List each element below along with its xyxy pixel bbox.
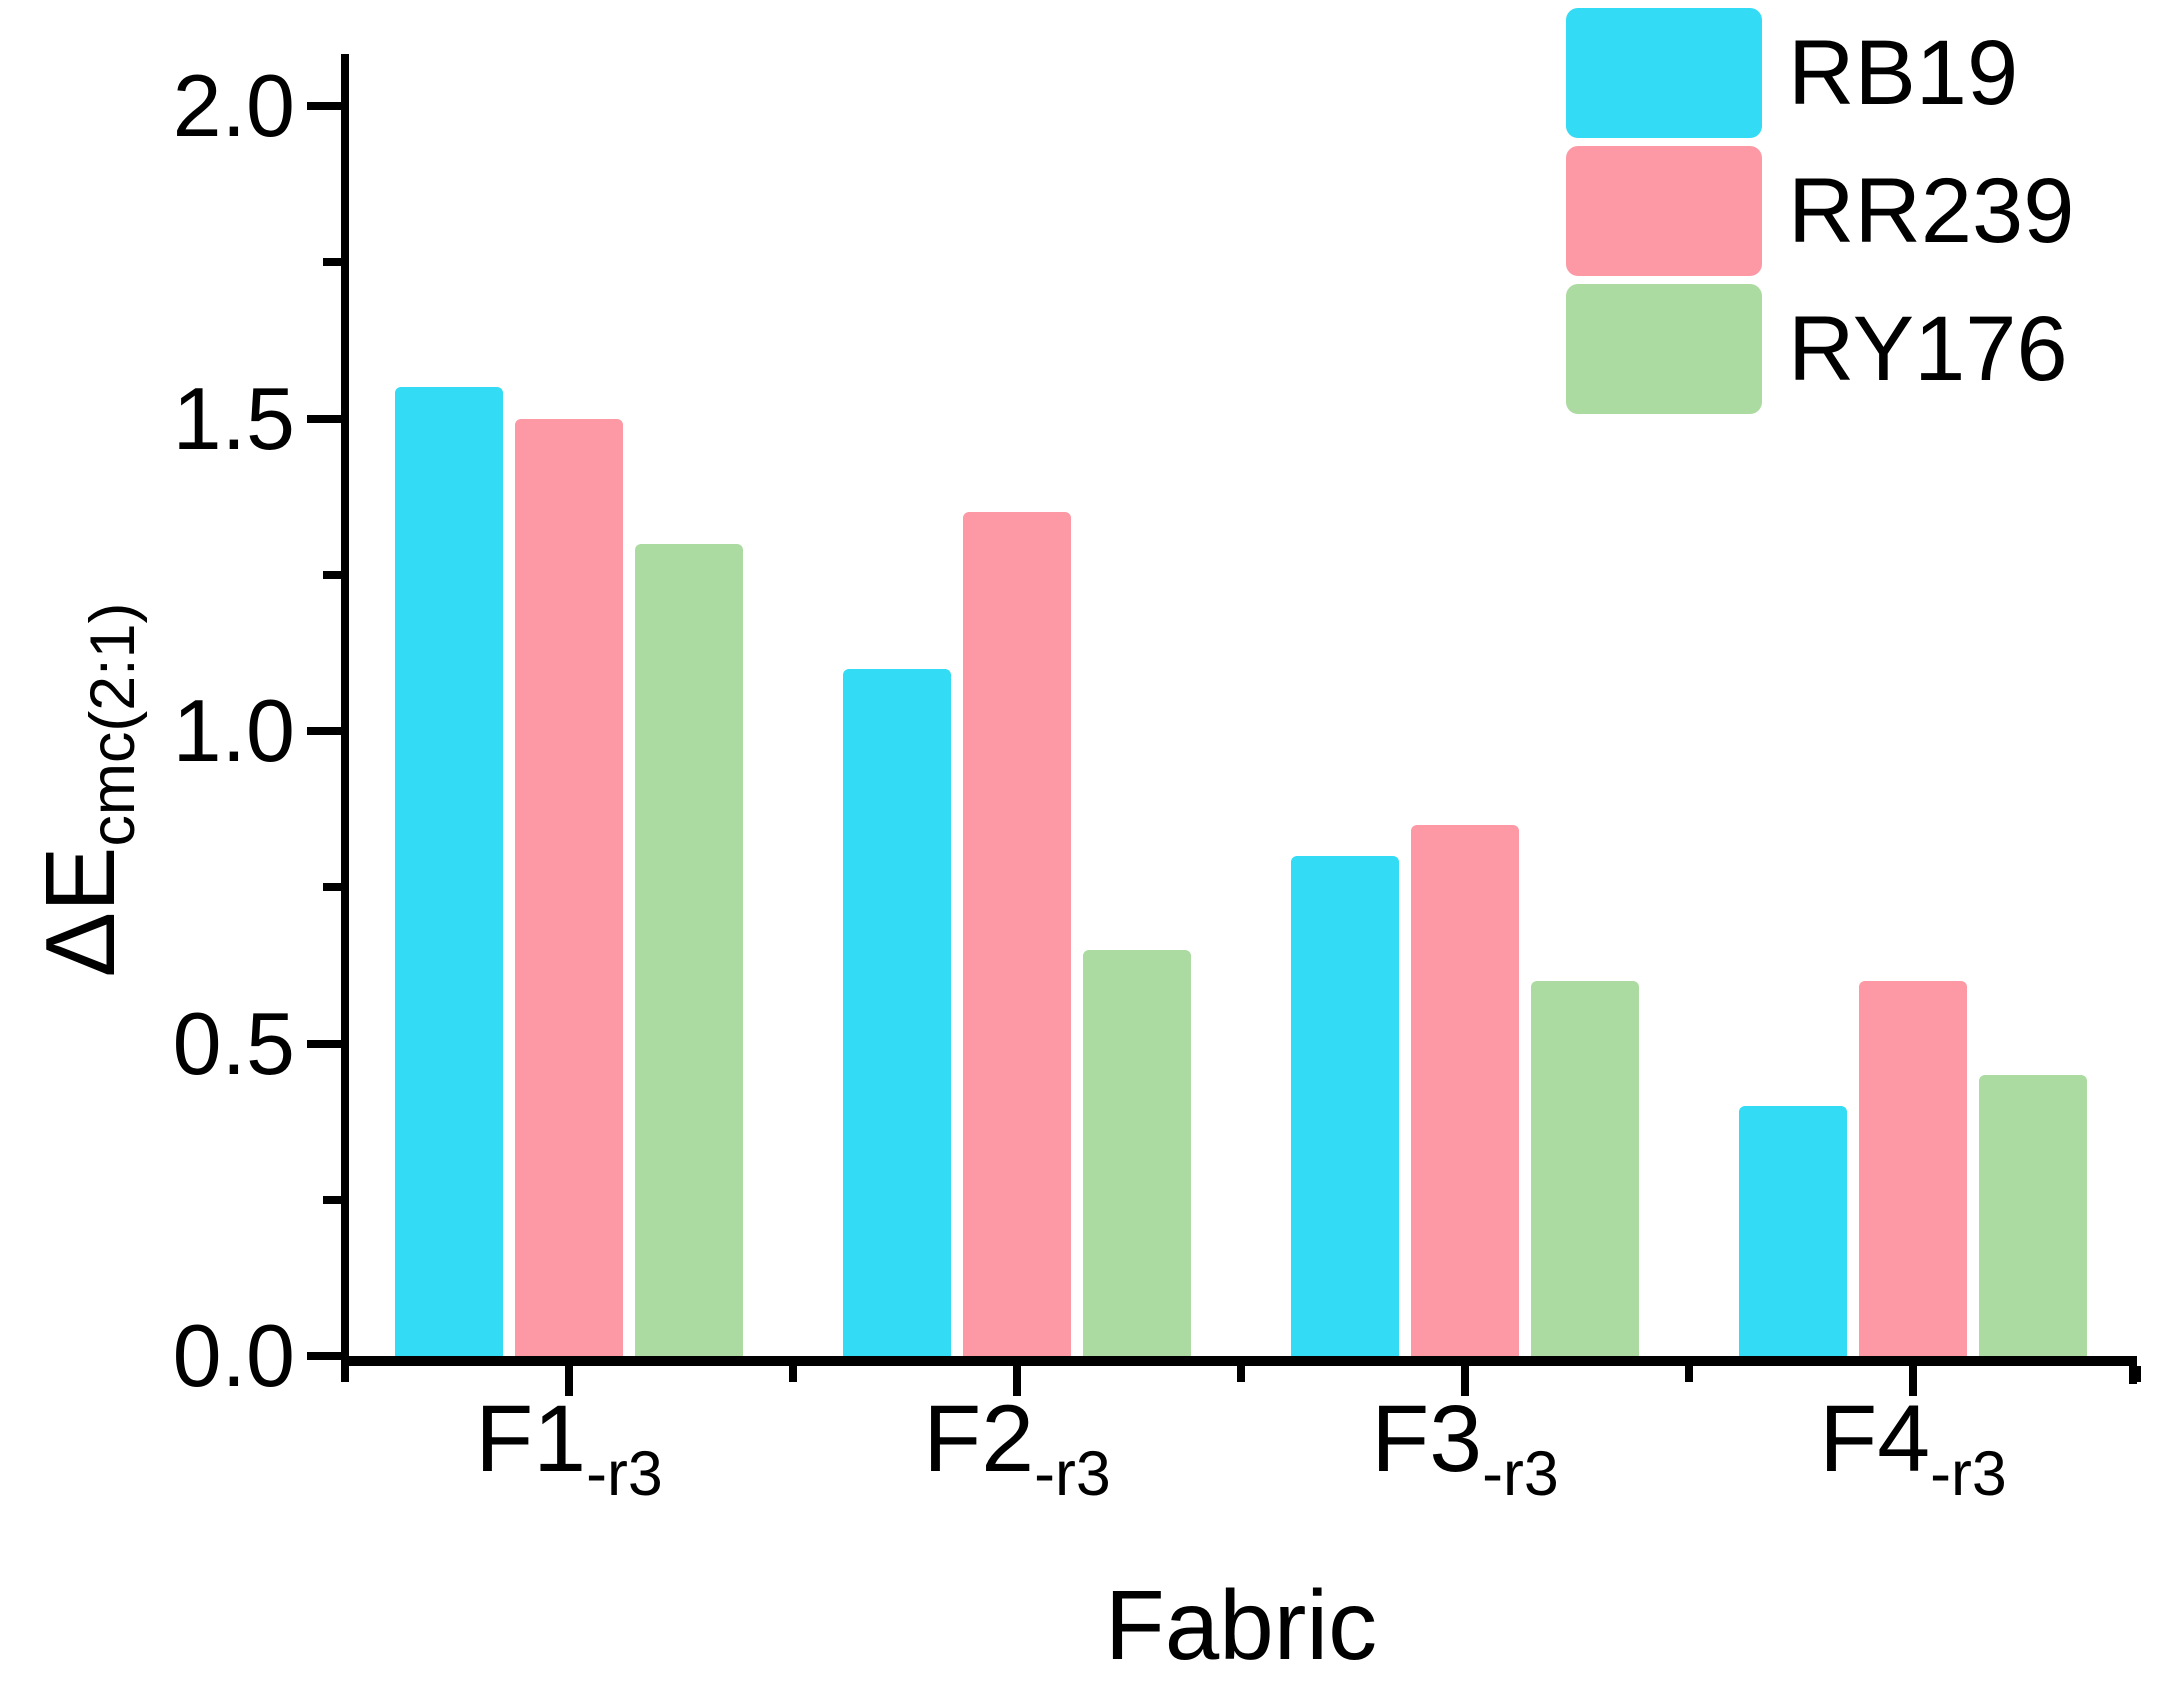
- y-tick-label: 1.5: [172, 368, 295, 468]
- bar-ry176-f3: [1531, 981, 1639, 1356]
- bar-ry176-f4: [1979, 1074, 2087, 1356]
- bar-rb19-f3: [1291, 856, 1399, 1356]
- legend-row-rb19: RB19: [1566, 8, 2074, 138]
- x-category-label-main: F2: [923, 1386, 1035, 1492]
- y-tick-major: [307, 727, 341, 735]
- y-tick-minor: [323, 258, 341, 267]
- y-tick-major: [307, 102, 341, 110]
- legend-swatch-ry176: [1566, 284, 1762, 414]
- y-tick-label: 1.0: [172, 681, 295, 780]
- plot-area: [349, 60, 2137, 1356]
- bar-group-f4: [1689, 60, 2137, 1356]
- x-category-label-subscript: -r3: [1930, 1438, 2007, 1509]
- x-category-label-subscript: -r3: [1482, 1438, 1559, 1509]
- bar-ry176-f1: [635, 543, 743, 1356]
- bar-rb19-f1: [395, 387, 503, 1356]
- x-tick-minor: [1685, 1366, 1693, 1382]
- x-tick-major: [1461, 1366, 1469, 1396]
- y-axis-line: [341, 54, 349, 1372]
- y-tick-minor: [323, 883, 341, 892]
- bar-group-f3: [1241, 60, 1689, 1356]
- x-tick-minor: [789, 1366, 797, 1382]
- x-axis-line: [341, 1356, 2137, 1366]
- legend-row-ry176: RY176: [1566, 284, 2074, 414]
- x-category-label-subscript: -r3: [1034, 1438, 1111, 1509]
- y-tick-major: [307, 1039, 341, 1048]
- bar-ry176-f2: [1083, 949, 1191, 1356]
- legend-label-rr239: RR239: [1788, 160, 2075, 262]
- x-tick-major: [565, 1366, 573, 1396]
- x-tick-minor: [1237, 1366, 1245, 1382]
- bar-rr239-f2: [963, 512, 1071, 1356]
- x-category-label-f1: F1-r3: [475, 1392, 663, 1506]
- x-category-label-f2: F2-r3: [923, 1392, 1111, 1506]
- legend-swatch-rb19: [1566, 8, 1762, 138]
- y-tick-label: 0.0: [172, 1306, 295, 1405]
- y-tick-minor: [323, 1195, 341, 1204]
- legend: RB19 RR239 RY176: [1566, 8, 2074, 414]
- x-category-label-main: F3: [1371, 1386, 1483, 1492]
- legend-label-ry176: RY176: [1788, 298, 2068, 400]
- legend-row-rr239: RR239: [1566, 146, 2074, 276]
- bar-group-f1: [345, 60, 793, 1356]
- x-tick-major: [1909, 1366, 1917, 1396]
- x-category-label-main: F4: [1819, 1386, 1931, 1492]
- bar-group-f2: [793, 60, 1241, 1356]
- x-axis-title: Fabric: [1104, 1570, 1378, 1680]
- x-tick-major: [1013, 1366, 1021, 1396]
- y-axis-title: ΔEcmc(2:1): [25, 602, 149, 978]
- x-category-label-main: F1: [475, 1386, 587, 1492]
- x-tick-minor: [2133, 1366, 2141, 1382]
- x-category-label-f4: F4-r3: [1819, 1392, 2007, 1506]
- y-axis-title-subscript: cmc(2:1): [78, 602, 149, 847]
- y-tick-major: [307, 1352, 341, 1360]
- y-tick-label: 0.5: [172, 993, 295, 1093]
- x-category-label-subscript: -r3: [586, 1438, 663, 1509]
- y-tick-label: 2.0: [172, 56, 295, 155]
- bar-rr239-f4: [1859, 981, 1967, 1356]
- x-category-label-f3: F3-r3: [1371, 1392, 1559, 1506]
- bar-rr239-f1: [515, 418, 623, 1356]
- y-axis-title-main: ΔE: [25, 846, 136, 978]
- bar-rr239-f3: [1411, 824, 1519, 1356]
- bar-rb19-f4: [1739, 1106, 1847, 1356]
- y-tick-minor: [323, 570, 341, 579]
- y-tick-major: [307, 414, 341, 423]
- legend-label-rb19: RB19: [1788, 22, 2019, 124]
- bar-rb19-f2: [843, 668, 951, 1356]
- legend-swatch-rr239: [1566, 146, 1762, 276]
- x-tick-minor: [341, 1366, 349, 1382]
